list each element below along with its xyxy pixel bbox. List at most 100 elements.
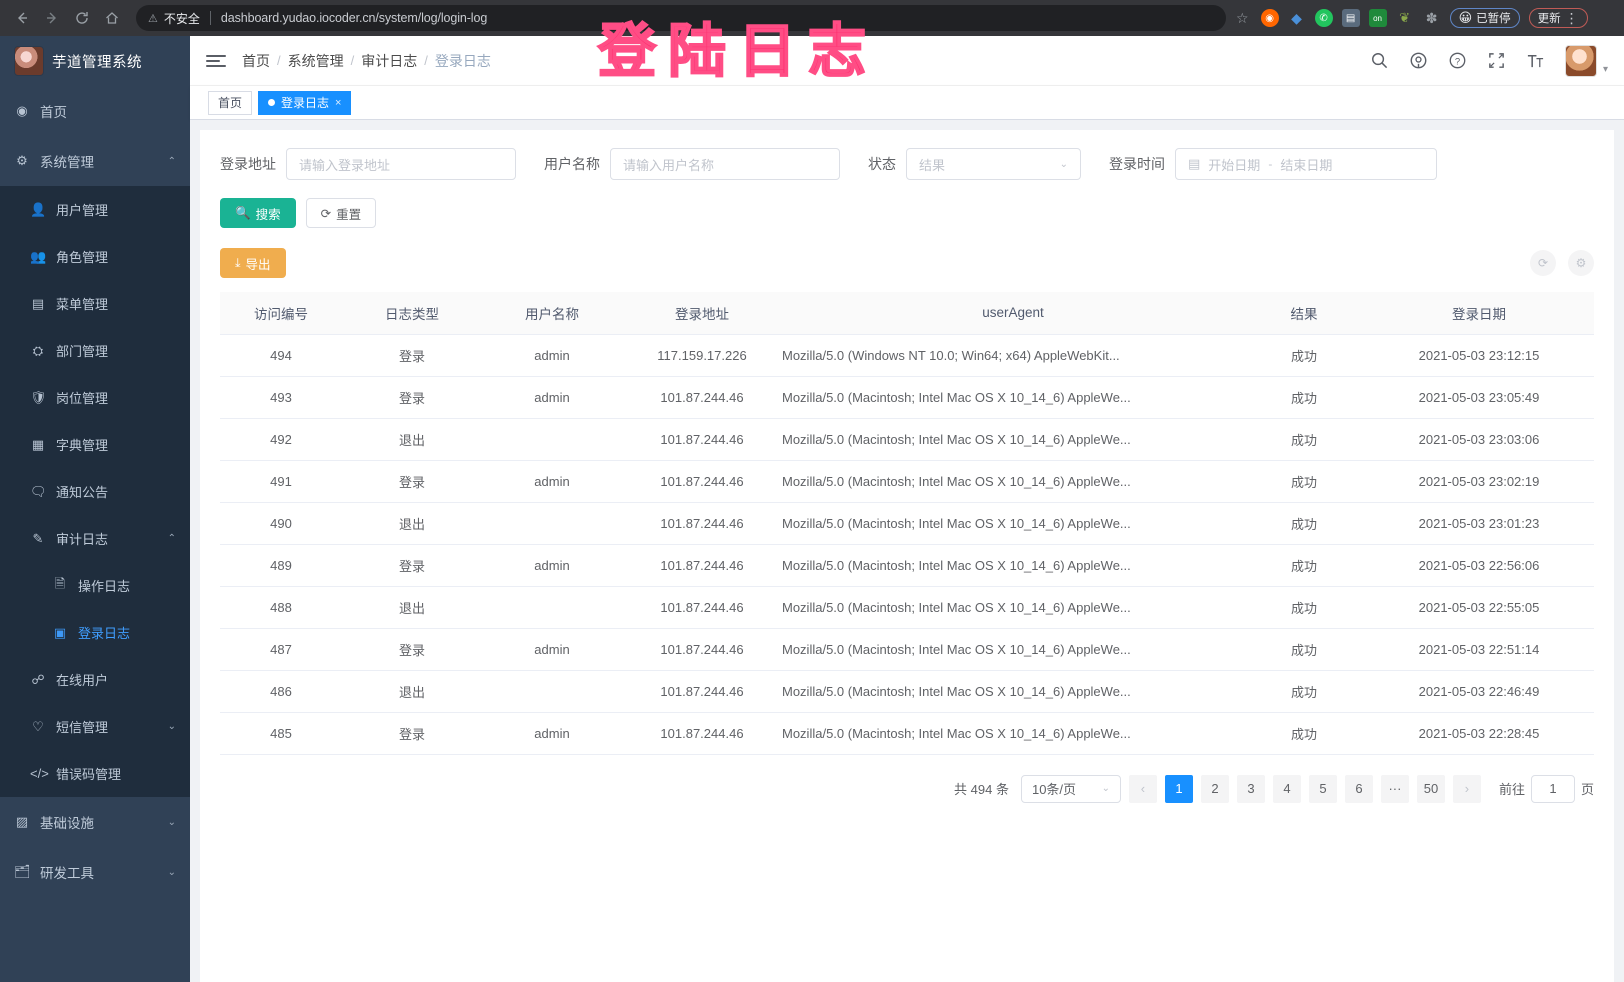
breadcrumb-separator: / bbox=[424, 53, 428, 68]
sidebar-item-positions[interactable]: 🛡 岗位管理 bbox=[0, 374, 190, 421]
forward-arrow-icon[interactable] bbox=[38, 4, 66, 32]
cell-date: 2021-05-03 23:01:23 bbox=[1364, 502, 1594, 545]
extension-puzzle-icon[interactable]: ✽ bbox=[1425, 9, 1438, 26]
daterange-dash: - bbox=[1268, 157, 1273, 171]
end-date-input[interactable]: 结束日期 bbox=[1280, 157, 1333, 173]
cell-result: 成功 bbox=[1244, 628, 1364, 671]
export-button[interactable]: ⤓ 导出 bbox=[220, 248, 286, 278]
cell-type: 退出 bbox=[342, 670, 482, 713]
username-input[interactable]: 请输入用户名称 bbox=[610, 148, 840, 180]
extension-green-circle-icon[interactable]: ✆ bbox=[1314, 9, 1333, 27]
page-button-50[interactable]: 50 bbox=[1416, 774, 1445, 803]
sidebar-item-menus[interactable]: ▤ 菜单管理 bbox=[0, 280, 190, 327]
sidebar-item-audit-log[interactable]: ✎ 审计日志 ⌃ bbox=[0, 515, 190, 562]
chevron-down-icon[interactable]: ▾ bbox=[1602, 63, 1608, 75]
table-row[interactable]: 487 登录 admin 101.87.244.46 Mozilla/5.0 (Maci… bbox=[220, 628, 1594, 671]
table-row[interactable]: 488 退出 101.87.244.46 Mozilla/5.0 (Macintosh… bbox=[220, 586, 1594, 629]
sidebar-item-home[interactable]: ◉ 首页 bbox=[0, 86, 190, 136]
github-icon[interactable] bbox=[1409, 51, 1428, 70]
cell-type: 登录 bbox=[342, 460, 482, 503]
table-row[interactable]: 492 退出 101.87.244.46 Mozilla/5.0 (Macintosh… bbox=[220, 418, 1594, 461]
prev-page-button[interactable]: ‹ bbox=[1128, 774, 1157, 803]
three-dots-menu-icon[interactable]: ⋮ bbox=[1564, 10, 1579, 26]
header-actions: ? ▾ bbox=[1370, 44, 1608, 77]
address-bar[interactable]: ⚠ 不安全 dashboard.yudao.iocoder.cn/system/… bbox=[136, 5, 1226, 31]
breadcrumb-item-system[interactable]: 系统管理 bbox=[287, 52, 344, 69]
fullscreen-icon[interactable] bbox=[1487, 51, 1506, 70]
page-button-4[interactable]: 4 bbox=[1272, 774, 1301, 803]
start-date-input[interactable]: 开始日期 bbox=[1208, 157, 1261, 173]
extension-orange-icon[interactable]: ◉ bbox=[1260, 9, 1279, 27]
column-header-id: 访问编号 bbox=[220, 292, 342, 335]
chevron-down-icon: ⌄ bbox=[1059, 158, 1068, 170]
page-ellipsis[interactable]: ··· bbox=[1380, 774, 1409, 803]
status-select[interactable]: 结果 ⌄ bbox=[906, 148, 1081, 180]
page-size-select[interactable]: 10条/页 ⌄ bbox=[1020, 774, 1121, 803]
extension-on-badge-icon[interactable]: on bbox=[1368, 9, 1387, 27]
back-arrow-icon[interactable] bbox=[8, 4, 36, 32]
breadcrumb-item-home[interactable]: 首页 bbox=[242, 52, 270, 69]
login-address-input[interactable]: 请输入登录地址 bbox=[286, 148, 516, 180]
refresh-tool-icon[interactable]: ⟳ bbox=[1530, 250, 1556, 276]
page-jump-input[interactable]: 1 bbox=[1530, 774, 1575, 803]
sidebar-item-roles[interactable]: 👥 角色管理 bbox=[0, 233, 190, 280]
cell-date: 2021-05-03 23:12:15 bbox=[1364, 334, 1594, 377]
sidebar-item-system[interactable]: ⚙ 系统管理 ⌃ bbox=[0, 136, 190, 186]
next-page-button[interactable]: › bbox=[1452, 774, 1481, 803]
extension-diamond-icon[interactable]: ◆ bbox=[1291, 9, 1302, 26]
sidebar-logo[interactable]: 芋道管理系统 bbox=[0, 36, 190, 86]
cell-date: 2021-05-03 22:46:49 bbox=[1364, 670, 1594, 713]
close-icon[interactable]: × bbox=[335, 96, 342, 109]
table-row[interactable]: 490 退出 101.87.244.46 Mozilla/5.0 (Macintosh… bbox=[220, 502, 1594, 545]
page-button-2[interactable]: 2 bbox=[1200, 774, 1229, 803]
reload-icon[interactable] bbox=[68, 4, 96, 32]
update-badge[interactable]: 更新 ⋮ bbox=[1528, 8, 1588, 28]
sidebar-item-users[interactable]: 👤 用户管理 bbox=[0, 186, 190, 233]
table-row[interactable]: 486 退出 101.87.244.46 Mozilla/5.0 (Macintosh… bbox=[220, 670, 1594, 713]
extension-blue-doc-icon[interactable]: ▤ bbox=[1341, 9, 1360, 27]
sidebar-item-notice[interactable]: 🗨 通知公告 bbox=[0, 468, 190, 515]
sidebar-item-operation-log[interactable]: 🗎 操作日志 bbox=[0, 562, 190, 609]
cell-user: admin bbox=[482, 544, 622, 587]
table-row[interactable]: 493 登录 admin 101.87.244.46 Mozilla/5.0 (Maci… bbox=[220, 376, 1594, 419]
bookmark-star-icon[interactable]: ☆ bbox=[1236, 9, 1249, 26]
cell-date: 2021-05-03 23:03:06 bbox=[1364, 418, 1594, 461]
home-icon[interactable] bbox=[98, 4, 126, 32]
sidebar-item-dictionary[interactable]: ▦ 字典管理 bbox=[0, 421, 190, 468]
page-button-3[interactable]: 3 bbox=[1236, 774, 1265, 803]
help-icon[interactable]: ? bbox=[1448, 51, 1467, 70]
page-button-1[interactable]: 1 bbox=[1164, 774, 1193, 803]
sidebar-item-departments[interactable]: ⛭ 部门管理 bbox=[0, 327, 190, 374]
cell-useragent: Mozilla/5.0 (Windows NT 10.0; Win64; x64… bbox=[782, 334, 1244, 377]
table-row[interactable]: 489 登录 admin 101.87.244.46 Mozilla/5.0 (Maci… bbox=[220, 544, 1594, 587]
table-row[interactable]: 485 登录 admin 101.87.244.46 Mozilla/5.0 (Maci… bbox=[220, 712, 1594, 755]
sidebar-item-online-users[interactable]: ☍ 在线用户 bbox=[0, 656, 190, 703]
sidebar-item-sms[interactable]: ♡ 短信管理 ⌄ bbox=[0, 703, 190, 750]
sidebar-item-infrastructure[interactable]: ▨ 基础设施 ⌄ bbox=[0, 797, 190, 847]
page-button-5[interactable]: 5 bbox=[1308, 774, 1337, 803]
page-button-6[interactable]: 6 bbox=[1344, 774, 1373, 803]
breadcrumb-item-audit-log[interactable]: 审计日志 bbox=[361, 52, 418, 69]
sidebar-item-label: 角色管理 bbox=[56, 250, 109, 265]
font-size-icon[interactable] bbox=[1526, 51, 1545, 70]
login-time-daterange[interactable]: ▤ 开始日期 - 结束日期 bbox=[1175, 148, 1437, 180]
sidebar-item-error-code[interactable]: </> 错误码管理 bbox=[0, 750, 190, 797]
paused-badge[interactable]: 😀 已暂停 bbox=[1449, 8, 1520, 28]
table-row[interactable]: 494 登录 admin 117.159.17.226 Mozilla/5.0 (Win… bbox=[220, 334, 1594, 377]
tag-home[interactable]: 首页 bbox=[208, 90, 253, 115]
breadcrumb-separator: / bbox=[277, 53, 281, 68]
avatar[interactable] bbox=[1564, 44, 1597, 77]
sidebar: 芋道管理系统 ◉ 首页 ⚙ 系统管理 ⌃ 👤 用户管理 👥 角色管理 ▤ 菜单管… bbox=[0, 36, 190, 982]
chevron-down-icon: ⌄ bbox=[167, 721, 176, 732]
sidebar-item-login-log[interactable]: ▣ 登录日志 bbox=[0, 609, 190, 656]
column-settings-icon[interactable]: ⚙ bbox=[1568, 250, 1594, 276]
hamburger-menu-icon[interactable] bbox=[206, 54, 226, 67]
sidebar-item-dev-tools[interactable]: 🗂 研发工具 ⌄ bbox=[0, 847, 190, 897]
sidebar-logo-title: 芋道管理系统 bbox=[52, 54, 142, 71]
search-icon[interactable] bbox=[1370, 51, 1389, 70]
tag-login-log[interactable]: 登录日志 × bbox=[258, 90, 352, 115]
reset-button[interactable]: ⟳ 重置 bbox=[305, 198, 377, 228]
table-row[interactable]: 491 登录 admin 101.87.244.46 Mozilla/5.0 (Maci… bbox=[220, 460, 1594, 503]
extension-leaf-icon[interactable]: ❦ bbox=[1399, 10, 1411, 25]
search-button[interactable]: 🔍 搜索 bbox=[220, 198, 296, 228]
